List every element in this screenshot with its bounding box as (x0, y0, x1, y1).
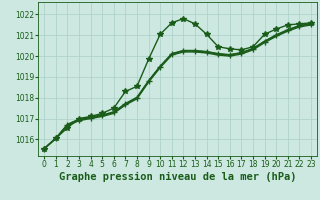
X-axis label: Graphe pression niveau de la mer (hPa): Graphe pression niveau de la mer (hPa) (59, 172, 296, 182)
